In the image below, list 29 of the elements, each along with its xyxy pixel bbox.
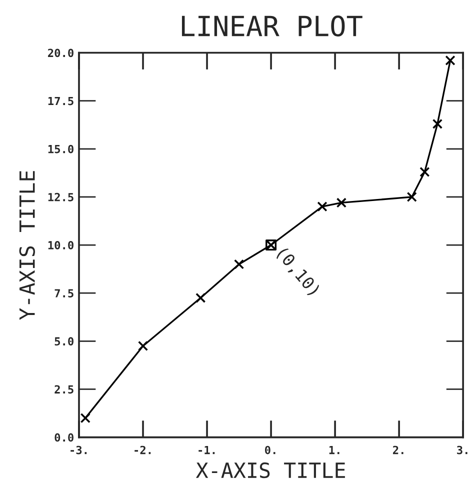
y-tick-label: 17.5 [48, 96, 74, 106]
x-tick-label: 0. [265, 446, 276, 454]
x-tick-label: -2. [134, 446, 151, 454]
x-tick-label: 3. [457, 446, 468, 454]
point [420, 166, 430, 178]
y-tick-label: 5.0 [54, 337, 74, 346]
point [234, 259, 244, 270]
point [317, 201, 328, 212]
y-tick-label: 0.0 [54, 433, 74, 442]
point [336, 198, 347, 208]
point [406, 192, 417, 202]
point [138, 340, 148, 352]
x-tick-label: 1. [329, 446, 340, 454]
y-tick-label: 20.0 [48, 48, 74, 58]
x-tick-label: -1. [198, 446, 215, 454]
y-tick-label: 2.5 [54, 385, 74, 394]
point [445, 55, 456, 66]
point [196, 292, 206, 303]
point [432, 118, 443, 129]
x-axis-title: X-AXIS TITLE [196, 462, 345, 478]
y-tick-label: 7.5 [54, 289, 74, 298]
y-tick-label: 12.5 [48, 192, 74, 202]
chart-title: LINEAR PLOT [182, 15, 362, 36]
point [80, 412, 90, 424]
y-axis-title: Y-AXIS TITLE [19, 171, 36, 320]
x-tick-label: -3. [70, 446, 87, 454]
y-tick-label: 10.0 [48, 240, 74, 250]
x-tick-label: 2. [392, 446, 404, 454]
y-tick-label: 15.0 [48, 144, 74, 154]
